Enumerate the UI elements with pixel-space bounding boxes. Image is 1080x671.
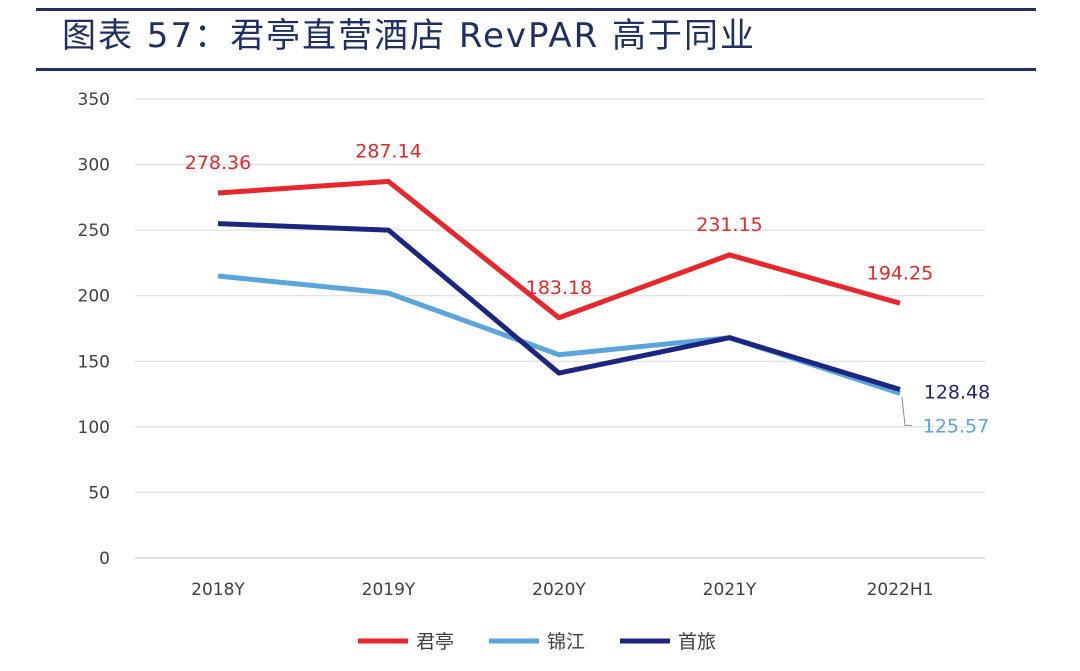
data-label: 183.18 xyxy=(526,277,592,299)
grid-lines xyxy=(135,98,985,559)
x-tick-label: 2022H1 xyxy=(867,580,934,600)
data-label: 278.36 xyxy=(185,152,251,174)
x-tick-label: 2021Y xyxy=(703,580,757,600)
chart-title: 图表 57：君亭直营酒店 RevPAR 高于同业 xyxy=(62,16,757,56)
legend: 君亭 锦江 首旅 xyxy=(358,631,716,653)
y-tick-label: 0 xyxy=(99,549,110,569)
y-tick-label: 200 xyxy=(78,287,110,307)
y-tick-label: 300 xyxy=(78,156,110,176)
data-label: 125.57 xyxy=(923,415,989,437)
series-line-2 xyxy=(217,221,901,392)
leader-line xyxy=(901,397,912,426)
title-bottom-rule xyxy=(36,68,1036,71)
y-tick-label: 150 xyxy=(78,352,110,372)
x-axis-ticks: 2018Y 2019Y 2020Y 2021Y 2022H1 xyxy=(191,580,933,600)
data-label: 194.25 xyxy=(867,262,933,284)
y-tick-label: 100 xyxy=(78,418,110,438)
x-tick-label: 2019Y xyxy=(362,580,416,600)
legend-label: 首旅 xyxy=(678,631,716,653)
title-bar: 图表 57：君亭直营酒店 RevPAR 高于同业 xyxy=(0,0,1080,72)
title-top-rule xyxy=(36,8,1036,11)
data-label: 287.14 xyxy=(355,140,421,162)
data-label: 231.15 xyxy=(696,214,762,236)
series-lines xyxy=(217,178,901,396)
series-line-0 xyxy=(217,178,901,321)
legend-label: 锦江 xyxy=(547,631,585,653)
x-tick-label: 2020Y xyxy=(532,580,586,600)
data-label: 128.48 xyxy=(924,382,990,404)
y-tick-label: 250 xyxy=(78,221,110,241)
y-tick-label: 50 xyxy=(88,483,110,503)
y-axis-ticks: 0 50 100 150 200 250 300 350 xyxy=(78,90,110,569)
legend-label: 君亭 xyxy=(416,631,454,653)
x-tick-label: 2018Y xyxy=(191,580,245,600)
data-labels: 278.36 287.14 183.18 231.15 194.25 125.57 128.… xyxy=(185,140,990,437)
y-tick-label: 350 xyxy=(78,90,110,110)
